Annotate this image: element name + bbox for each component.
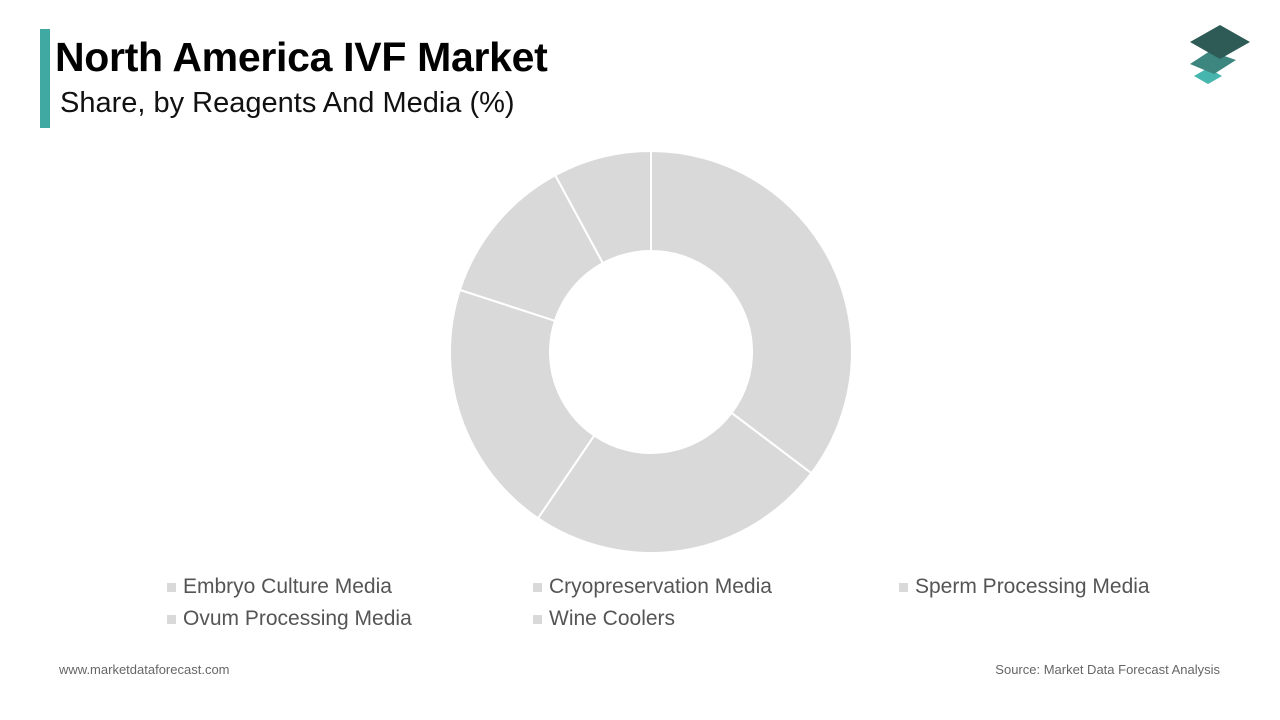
legend-item: Sperm Processing Media: [899, 575, 1150, 599]
legend-swatch: [533, 614, 542, 624]
donut-slice-embryo-culture-media: [650, 149, 853, 475]
logo-layer-middle: [1190, 51, 1236, 74]
legend-label: Ovum Processing Media: [183, 607, 412, 630]
legend-label: Cryopreservation Media: [549, 575, 772, 598]
legend-swatch: [167, 582, 176, 592]
legend-label: Sperm Processing Media: [915, 575, 1150, 598]
page-title: North America IVF Market: [55, 34, 548, 80]
title-accent-bar: [40, 29, 50, 128]
legend-item: Ovum Processing Media: [167, 607, 412, 631]
legend-swatch: [533, 582, 542, 592]
legend-item: Wine Coolers: [533, 607, 675, 631]
logo-layer-top: [1190, 25, 1250, 59]
donut-slice-cryopreservation-media: [536, 411, 813, 554]
stacked-layers-logo-icon: [1190, 25, 1250, 84]
source-note: Source: Market Data Forecast Analysis: [995, 662, 1220, 677]
page-subtitle: Share, by Reagents And Media (%): [60, 87, 515, 119]
legend-item: Cryopreservation Media: [533, 575, 772, 599]
legend-item: Embryo Culture Media: [167, 575, 392, 599]
legend-swatch: [167, 614, 176, 624]
legend-swatch: [899, 582, 908, 592]
legend-label: Embryo Culture Media: [183, 575, 392, 598]
website-url[interactable]: www.marketdataforecast.com: [59, 662, 230, 677]
legend-label: Wine Coolers: [549, 607, 676, 630]
donut-slice-sperm-processing-media: [449, 288, 596, 520]
donut-slice-wine-coolers: [553, 149, 652, 265]
